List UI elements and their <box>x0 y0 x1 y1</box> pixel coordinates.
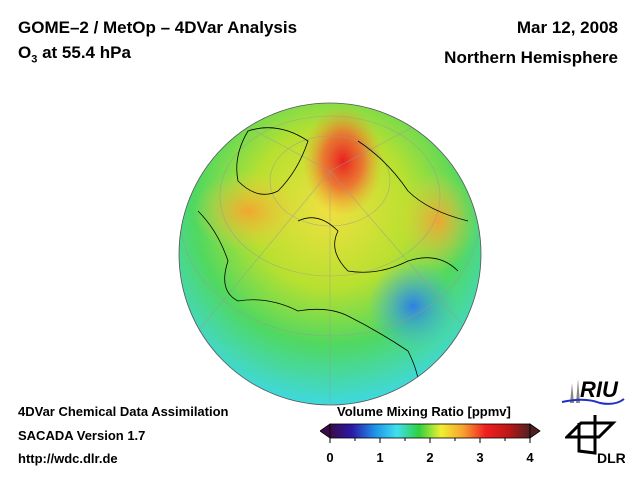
colorbar-tick-label: 2 <box>426 450 434 465</box>
colorbar-tick-label: 4 <box>526 450 534 465</box>
species-subscript: 3 <box>31 53 38 66</box>
colorbar-tick-label: 3 <box>476 450 484 465</box>
species: O <box>18 43 32 62</box>
colorbar-gradient <box>329 423 531 439</box>
colorbar <box>320 423 541 443</box>
dlr-logo: DLR <box>565 415 625 466</box>
svg-text:RIU: RIU <box>580 377 619 402</box>
riu-logo: RIU <box>561 377 625 405</box>
coastlines <box>197 127 469 402</box>
colorbar-over-arrow <box>529 423 541 439</box>
pressure-level: at 55.4 hPa <box>37 43 131 62</box>
footer-url: http://wdc.dlr.de <box>18 451 118 466</box>
footer-line-1: 4DVar Chemical Data Assimilation <box>18 404 229 419</box>
map-region: Northern Hemisphere <box>444 48 618 67</box>
footer-line-2: SACADA Version 1.7 <box>18 428 146 443</box>
ozone-globe-map <box>178 102 482 406</box>
map-subtitle: O3 at 55.4 hPa <box>18 43 131 65</box>
map-title: GOME–2 / MetOp – 4DVar Analysis <box>18 18 298 37</box>
colorbar-tick-label: 0 <box>326 450 334 465</box>
colorbar-tick-label: 1 <box>376 450 384 465</box>
svg-text:DLR: DLR <box>597 450 625 466</box>
colorbar-title: Volume Mixing Ratio [ppmv] <box>337 404 511 419</box>
map-date: Mar 12, 2008 <box>516 18 618 37</box>
colorbar-under-arrow <box>320 423 331 439</box>
